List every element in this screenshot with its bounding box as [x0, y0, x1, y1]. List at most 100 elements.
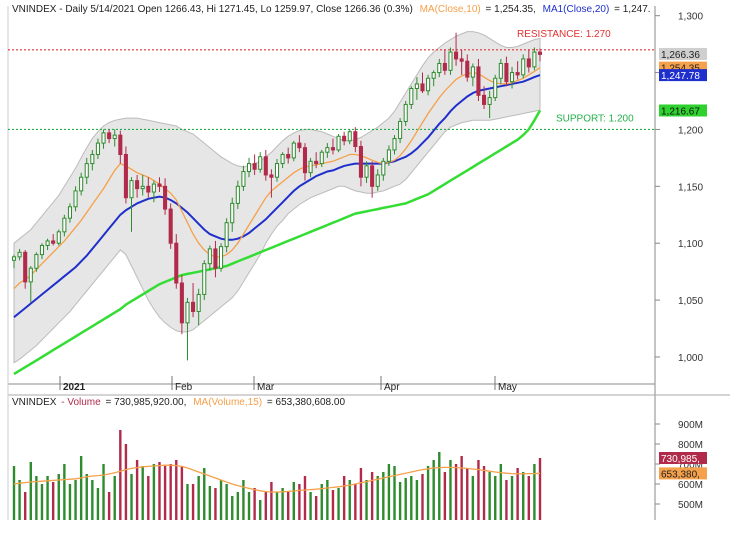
volume-bar [522, 472, 525, 520]
volume-bar [538, 458, 542, 520]
volume-bar [326, 480, 329, 520]
candle-down [537, 51, 543, 55]
candle-down [286, 153, 291, 159]
volume-bar [46, 476, 49, 520]
price-tick-label: 1,000 [678, 353, 703, 364]
candle-up [521, 58, 526, 76]
volume-bar [275, 492, 279, 520]
candle-up [34, 254, 39, 269]
candle-up [336, 135, 341, 151]
candle-down [465, 60, 470, 78]
title-ma20: MA1(Close,20) [543, 4, 610, 15]
candle-down [314, 160, 319, 165]
volume-ma-line [13, 464, 541, 493]
candle-up [219, 246, 224, 269]
candle-up [532, 51, 537, 68]
candle-down [51, 240, 56, 244]
candle-up [392, 138, 397, 151]
moving-averages [13, 67, 542, 376]
volume-bar [376, 476, 379, 520]
candle-up [291, 142, 296, 159]
candle-up [470, 66, 475, 78]
candle-down [252, 163, 257, 170]
candle-up [437, 62, 442, 74]
volume-bar [74, 480, 77, 520]
volume-bar [152, 464, 156, 520]
volume-bar [119, 430, 122, 520]
candle-down [135, 180, 140, 190]
volume-bar [35, 476, 38, 520]
candle-up [258, 156, 263, 170]
candle-down [515, 72, 520, 76]
volume-bar [404, 478, 407, 520]
volume-bar [214, 488, 217, 520]
candle-up [17, 251, 22, 258]
volume-bar [113, 476, 116, 520]
volume-tag-label: 730,985, [661, 454, 700, 465]
volume-tick-label: 700M [678, 460, 703, 471]
candle-up [129, 180, 134, 199]
volume-bar [270, 482, 273, 520]
candle-up [487, 97, 492, 105]
candle-up [151, 183, 156, 193]
bollinger-band [13, 31, 541, 364]
volume-bar [219, 480, 223, 520]
candle-up [493, 77, 498, 99]
volume-bar [225, 484, 228, 520]
volume-ma-path [13, 464, 541, 493]
volume-bar [40, 484, 44, 520]
candle-up [448, 51, 453, 71]
volume-bar [443, 472, 447, 520]
candles [11, 32, 543, 361]
candle-down [146, 185, 151, 193]
candle-down [23, 251, 28, 283]
volume-bar [264, 492, 268, 520]
volume-bar [505, 480, 508, 520]
candle-down [179, 282, 184, 324]
volume-bar [208, 486, 212, 520]
date-tick-label: 2021 [63, 382, 86, 393]
candle-down [302, 147, 308, 174]
volume-bar [130, 474, 133, 520]
title-ticker: VNINDEX - Daily 5/14/2021 Open 1266.43, … [12, 4, 413, 15]
price-tag-label: 1,216.67 [661, 106, 700, 117]
candle-up [196, 293, 201, 312]
volume-bar [186, 484, 189, 520]
volume-tag-box [659, 452, 707, 464]
volume-bar [370, 472, 374, 520]
vol-title-ma: MA(Volume,15) [193, 397, 262, 408]
price-tag-box [659, 47, 707, 60]
ma20-line [13, 74, 541, 318]
volume-bar [247, 492, 251, 520]
candle-up [39, 244, 45, 256]
volume-bar [79, 456, 83, 520]
price-tag-label: 1,247.78 [661, 71, 700, 82]
candle-down [482, 94, 487, 105]
date-tick-label: Feb [175, 382, 193, 393]
volume-bar [107, 492, 111, 520]
volume-bar [527, 476, 531, 520]
candle-up [207, 248, 212, 265]
candle-up [67, 206, 72, 219]
volume-tick-label: 600M [678, 480, 703, 491]
candle-up [403, 103, 408, 122]
volume-bar [286, 492, 290, 520]
date-axis: 2021 Feb Mar Apr May [59, 376, 517, 393]
candle-up [202, 263, 207, 295]
volume-bar [426, 466, 430, 520]
candle-up [308, 160, 313, 174]
volume-pane: 500M 600M 700M 800M 900M 730,985, 653,380, VN… [12, 397, 707, 520]
candle-down [330, 147, 335, 151]
volume-bar [57, 474, 60, 520]
volume-bar [96, 488, 100, 520]
title-ma10: MA(Close,10) [420, 4, 481, 15]
date-tick-label: May [498, 382, 517, 393]
candle-up [235, 185, 240, 204]
candle-up [398, 120, 403, 140]
candle-up [90, 153, 95, 165]
price-tick-label: 1,050 [678, 296, 703, 307]
price-tag-box [659, 61, 707, 74]
volume-bar [298, 484, 301, 520]
volume-bar [124, 444, 128, 520]
